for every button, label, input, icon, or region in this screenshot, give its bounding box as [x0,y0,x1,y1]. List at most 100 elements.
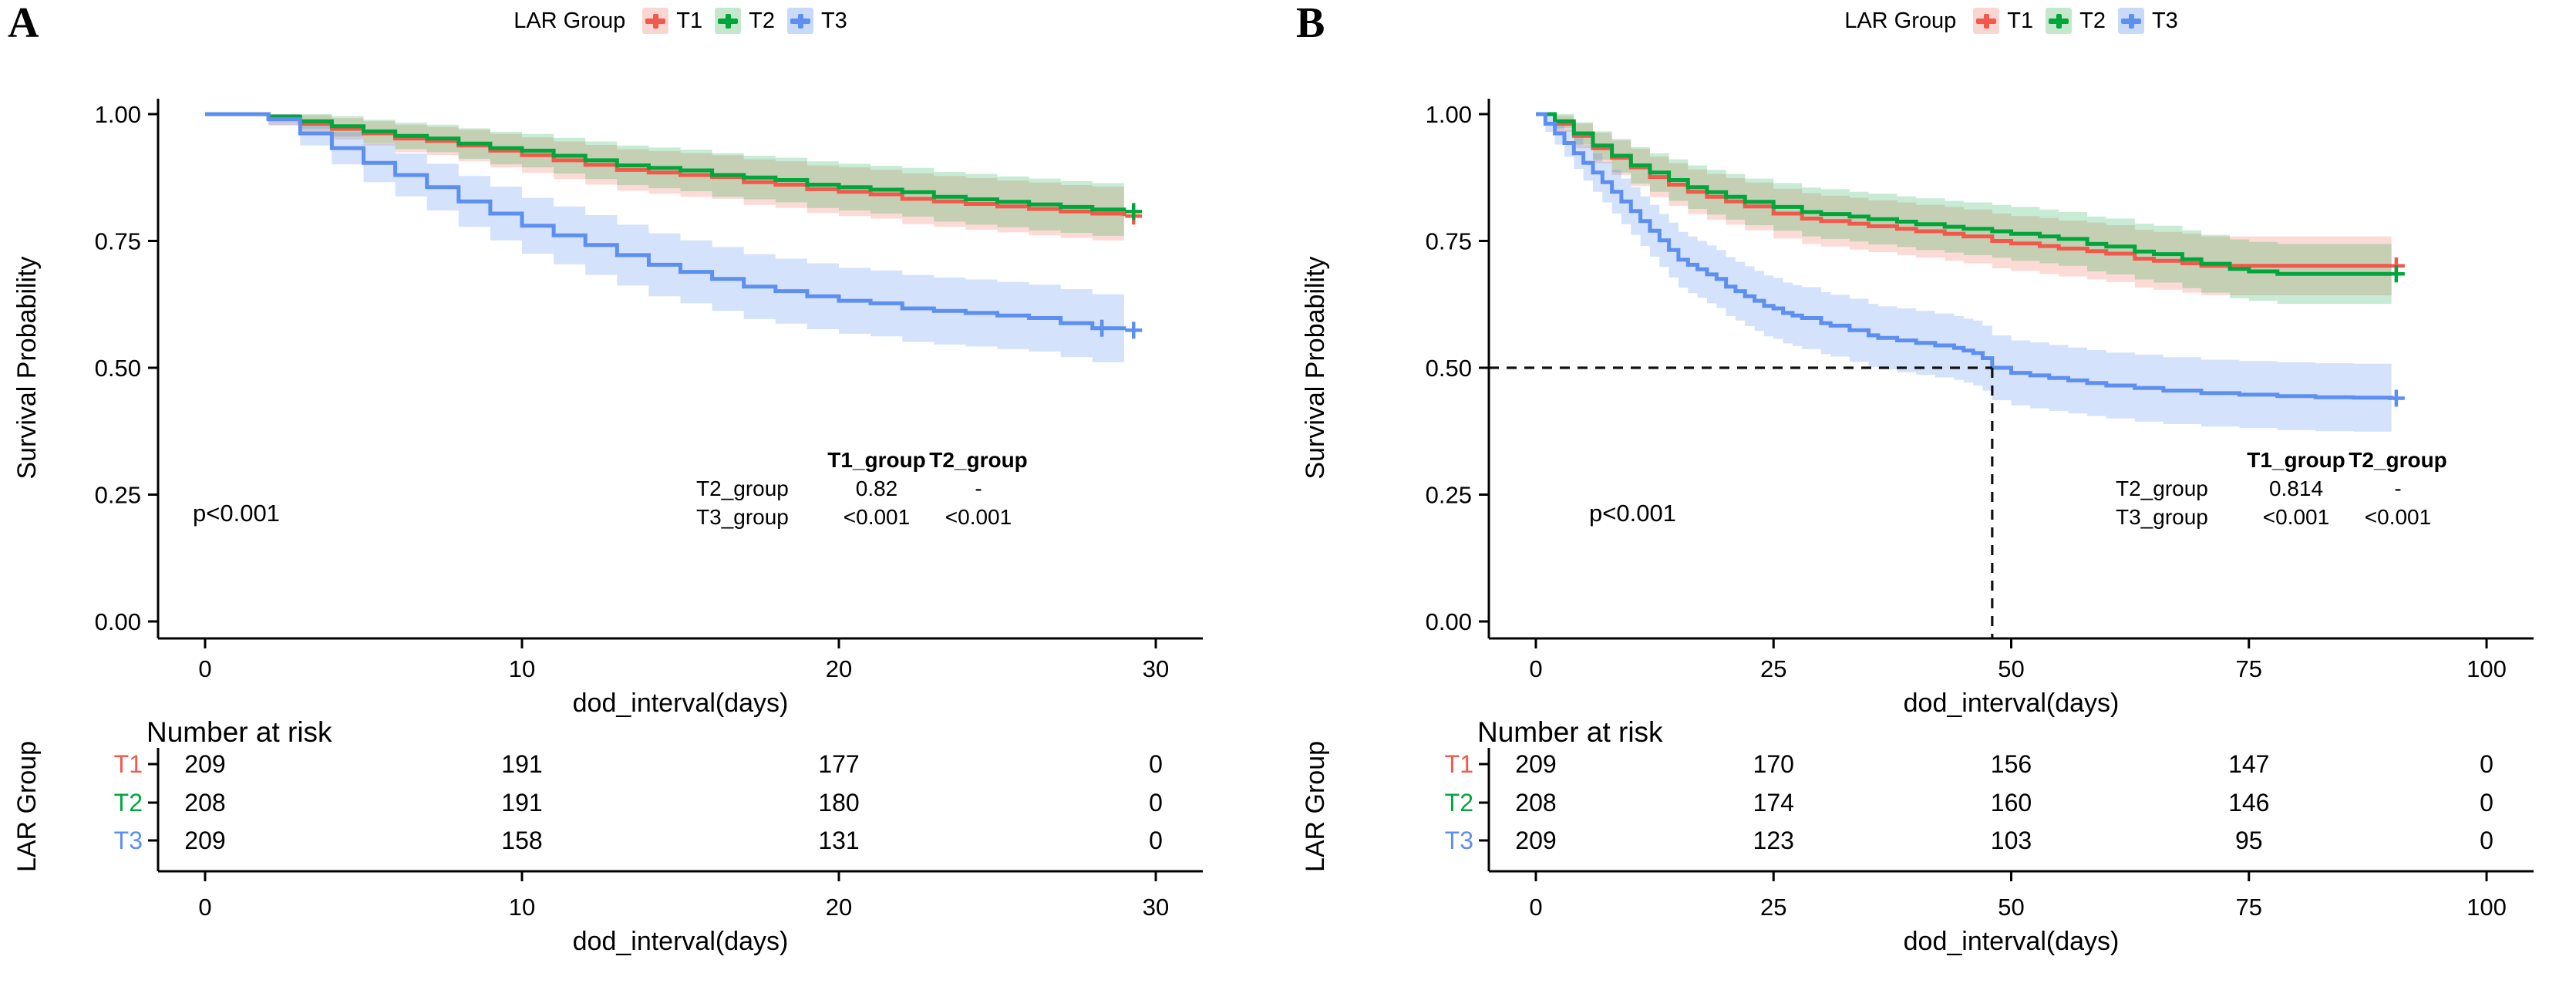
risk-count: 146 [2228,789,2269,817]
risk-x-tick-label: 0 [198,894,211,921]
risk-count: 0 [1149,827,1163,854]
pairwise-row-name: T3_group [696,505,789,529]
y-tick-label: 0.25 [95,482,141,509]
km-curve-T3 [205,112,1126,331]
risk-count: 0 [2480,827,2494,854]
pairwise-corner [2116,446,2245,474]
risk-x-tick-label: 50 [1998,894,2024,921]
risk-table-title: Number at risk [146,716,332,748]
panel-label-a: A [8,0,39,47]
x-tick-label: 25 [1760,655,1786,682]
risk-x-tick-label: 30 [1143,894,1169,921]
y-tick-label: 0.75 [1426,228,1472,255]
x-tick-label: 75 [2236,655,2262,682]
censor-plus-icon [2117,8,2144,34]
km-curve-T2 [1536,112,2392,276]
ci-band-T1 [1536,114,2392,295]
pairwise-row-name: T2_group [696,476,789,500]
legend-label-t2: T2 [749,8,775,33]
risk-count: 191 [501,789,542,817]
km-curve-T1 [1536,112,2392,268]
risk-x-axis-title: dod_interval(days) [573,927,789,956]
risk-count: 0 [1149,789,1163,817]
km-chart-b: 1.00 0.75 0.50 0.25 0.00 0 25 50 75 100 dod_interv… [1301,99,2534,956]
pairwise-value: <0.001 [843,505,911,529]
legend-item-t1: T1 [642,8,702,34]
x-tick-label: 30 [1143,655,1169,682]
risk-row-label-T2: T2 [114,789,143,817]
x-tick-label: 100 [2467,655,2507,682]
risk-x-axis-title: dod_interval(days) [1904,927,2120,956]
y-tick-label: 0.25 [1426,482,1472,509]
x-axis-title: dod_interval(days) [1904,689,2120,718]
pairwise-value: <0.001 [2262,505,2330,529]
risk-count: 180 [818,789,859,817]
risk-table-title: Number at risk [1477,716,1663,748]
median-guide-lines [1489,366,1994,638]
risk-count: 209 [1515,750,1556,778]
logrank-p-value: p<0.001 [1589,500,1676,527]
risk-count: 209 [184,750,225,778]
ci-band-T1 [205,114,1124,244]
legend-item-t1: T1 [1973,8,2033,34]
risk-row-label-T2: T2 [1445,789,1473,817]
risk-count: 160 [1991,789,2032,817]
km-curves [1536,112,2405,407]
pairwise-col-header: T1_group [827,448,926,472]
risk-x-tick-label: 20 [826,894,852,921]
x-tick-label: 0 [198,655,211,682]
risk-x-tick-label: 10 [509,894,535,921]
legend-label-t3: T3 [820,8,847,33]
risk-count: 170 [1753,750,1794,778]
risk-count: 174 [1753,789,1794,817]
pairwise-col-header: T2_group [929,448,1028,472]
km-curve-T3 [1536,112,2394,400]
y-tick-label: 1.00 [95,101,141,128]
x-tick-label: 10 [509,655,535,682]
risk-count: 156 [1991,750,2032,778]
y-axis-title: Survival Probability [1301,256,1330,479]
panel-a: A LAR Group T1 T2 T3 1.00 0.75 0.50 0.25 0.0… [8,0,1203,956]
risk-x-tick-label: 100 [2467,894,2507,921]
censor-plus-icon [642,8,669,34]
pairwise-row-name: T2_group [2116,476,2208,500]
risk-count: 208 [1515,789,1556,817]
y-axis-title: Survival Probability [12,256,42,479]
censor-plus-icon [715,8,742,34]
legend-a: LAR Group T1 T2 T3 [158,3,1203,39]
risk-y-axis-title: LAR Group [1301,741,1330,872]
risk-count: 209 [1515,827,1556,854]
y-tick-label: 0.50 [95,355,141,382]
pairwise-value: - [2394,476,2402,500]
risk-count: 209 [184,827,225,854]
pairwise-value: - [975,476,982,500]
censor-plus-icon [2046,8,2073,34]
pairwise-value: 0.82 [855,476,898,500]
y-tick-label: 0.00 [1426,608,1472,635]
risk-y-axis-title: LAR Group [12,741,42,872]
pairwise-row-name: T3_group [2116,505,2208,529]
risk-count: 147 [2228,750,2269,778]
censor-plus-icon [786,8,813,34]
risk-x-tick-label: 25 [1760,894,1786,921]
risk-count: 177 [818,750,859,778]
y-tick-label: 1.00 [1426,101,1472,128]
risk-count: 208 [184,789,225,817]
panel-b: B LAR Group T1 T2 T3 1.00 0.75 0.50 0.25 0.0… [1288,0,2576,990]
axes: 1.00 0.75 0.50 0.25 0.00 0 25 50 75 100 dod_interv… [1301,99,2534,718]
risk-row-label-T1: T1 [114,750,143,778]
y-tick-label: 0.50 [1426,355,1472,382]
logrank-p-value: p<0.001 [193,500,280,527]
risk-count: 123 [1753,827,1794,854]
x-axis-title: dod_interval(days) [573,689,789,718]
legend-label-t1: T1 [676,8,703,33]
confidence-bands [205,114,1124,365]
pairwise-pvalue-table: T1_group T2_group T2_group 0.814 - T3_gr… [2116,446,2449,531]
km-curves [205,112,1143,339]
legend-title: LAR Group [514,8,626,33]
pairwise-value: 0.814 [2268,476,2324,500]
legend-title: LAR Group [1844,8,1957,33]
risk-row-label-T3: T3 [1445,827,1473,854]
